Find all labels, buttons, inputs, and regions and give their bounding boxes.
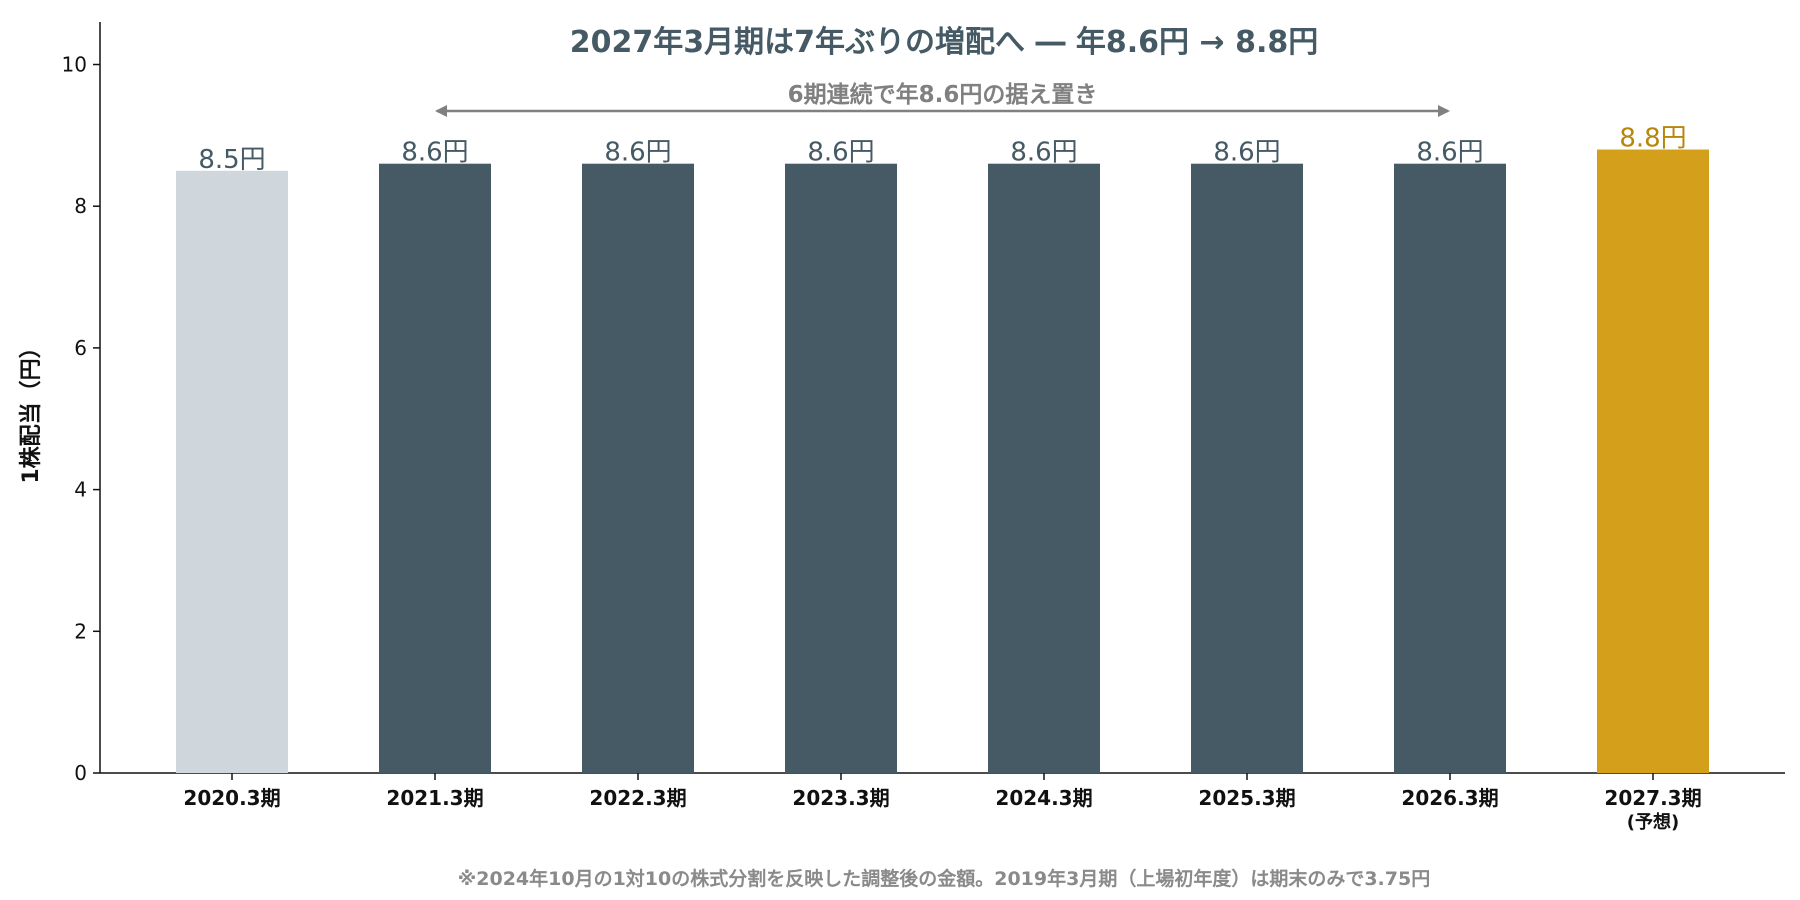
annotation-text: 6期連続で年8.6円の据え置き	[788, 81, 1098, 108]
data-label: 8.8円	[1619, 124, 1686, 154]
y-tick-label: 6	[74, 336, 87, 360]
bar-group	[176, 149, 1709, 773]
bar	[176, 170, 288, 773]
chart-title: 2027年3月期は7年ぶりの増配へ ― 年8.6円 → 8.8円	[570, 25, 1318, 60]
annotation-arrowhead-left	[435, 105, 447, 117]
data-label: 8.6円	[1213, 138, 1280, 168]
x-tick-sublabel: (予想)	[1627, 811, 1679, 833]
flat-dividend-annotation: 6期連続で年8.6円の据え置き	[435, 81, 1450, 117]
data-label: 8.6円	[1416, 138, 1483, 168]
y-tick-label: 2	[74, 619, 87, 643]
x-tick-label: 2024.3期	[995, 786, 1092, 810]
data-label: 8.6円	[604, 138, 671, 168]
data-label-group: 8.5円 8.6円 8.6円 8.6円 8.6円 8.6円 8.6円 8.8円	[198, 124, 1686, 175]
y-tick-label: 0	[74, 761, 87, 785]
x-tick-label: 2026.3期	[1401, 786, 1498, 810]
y-tick-label: 10	[62, 53, 87, 77]
x-tick-label: 2025.3期	[1198, 786, 1295, 810]
x-tick-label: 2027.3期	[1604, 786, 1701, 810]
x-tick-label: 2023.3期	[792, 786, 889, 810]
y-tick-label: 8	[74, 194, 87, 218]
bar	[1597, 149, 1709, 773]
x-tick-label: 2020.3期	[183, 786, 280, 810]
bar	[988, 163, 1100, 773]
x-tick-label: 2022.3期	[589, 786, 686, 810]
data-label: 8.6円	[807, 138, 874, 168]
data-label: 8.6円	[401, 138, 468, 168]
y-tick-label: 4	[74, 478, 87, 502]
annotation-arrowhead-right	[1438, 105, 1450, 117]
data-label: 8.5円	[198, 145, 265, 175]
bar	[1394, 163, 1506, 773]
bar	[582, 163, 694, 773]
y-axis-label: 1株配当（円）	[19, 336, 44, 483]
chart-axes: 0 2 4 6 8 10 2020.3期 2021.3期 2022.3期 2023.3期 2024.…	[62, 22, 1785, 833]
bar	[379, 163, 491, 773]
bar	[1191, 163, 1303, 773]
footnote: ※2024年10月の1対10の株式分割を反映した調整後の金額。2019年3月期（…	[458, 867, 1430, 890]
x-tick-label: 2021.3期	[386, 786, 483, 810]
bar	[785, 163, 897, 773]
data-label: 8.6円	[1010, 138, 1077, 168]
